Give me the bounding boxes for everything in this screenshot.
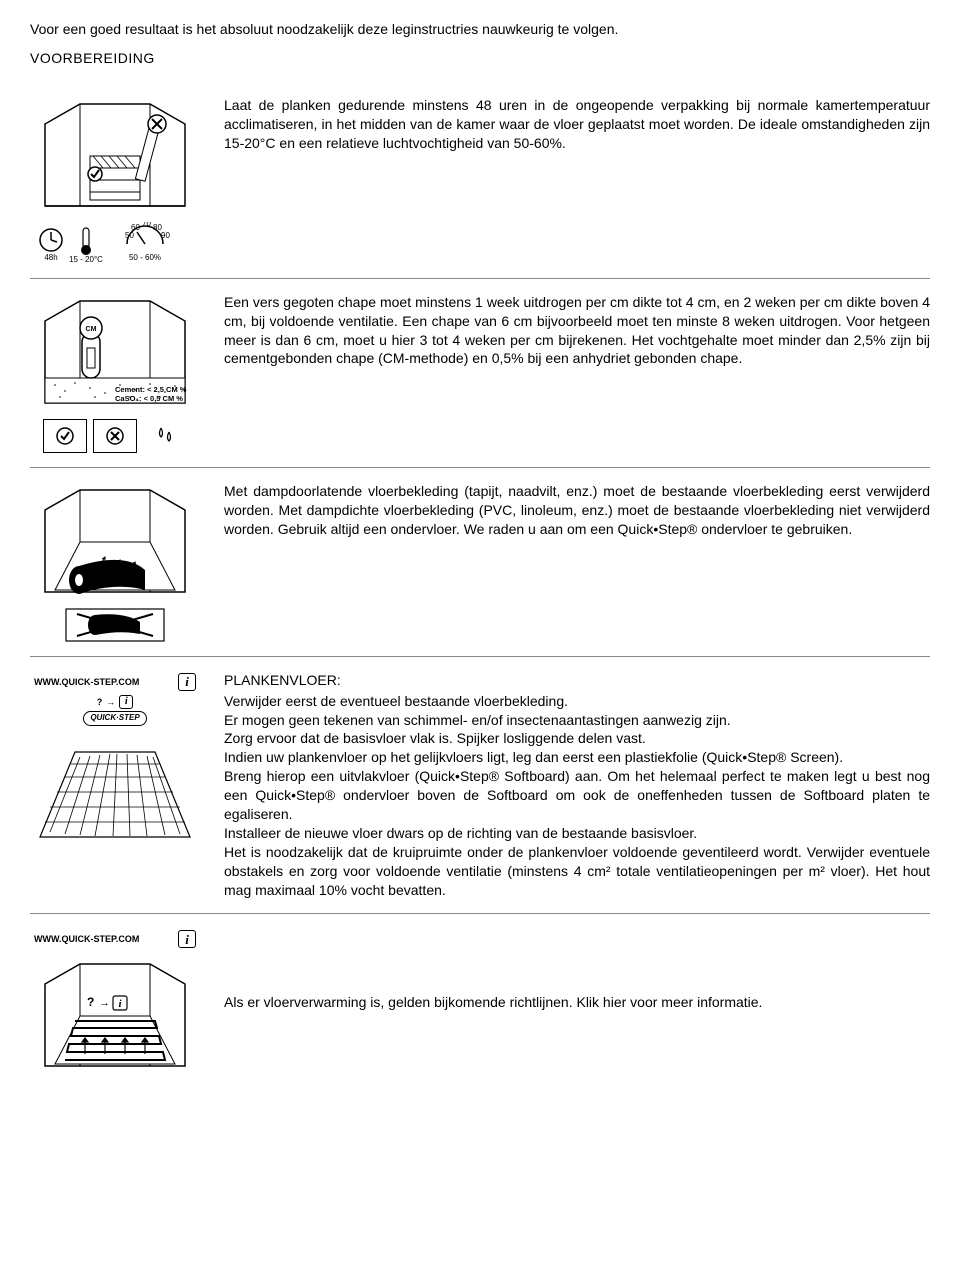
text-acclimatise: Laat de planken gedurende minstens 48 ur… xyxy=(224,96,930,153)
info-icon: i xyxy=(178,930,196,948)
brand-logo: QUICK·STEP xyxy=(83,711,146,726)
caso4-label: CaSO₄: < 0,5 CM % xyxy=(115,394,183,403)
cross-icon xyxy=(93,419,137,453)
svg-text:CM: CM xyxy=(86,326,97,333)
cement-label: Cement: < 2,5 CM % xyxy=(115,385,187,394)
svg-text:60: 60 xyxy=(131,223,140,232)
plankfloor-heading: PLANKENVLOER: xyxy=(224,671,930,690)
svg-text:?: ? xyxy=(87,995,94,1009)
row-heating: WWW.QUICK-STEP.COM i ? → i Als er xyxy=(30,914,930,1090)
icon-underlay xyxy=(30,482,200,642)
label-humidity: 50 - 60% xyxy=(129,253,161,262)
label-temp: 15 - 20°C xyxy=(69,255,103,264)
row-plankfloor: WWW.QUICK-STEP.COM i ?→i QUICK·STEP xyxy=(30,657,930,915)
underlay-roll-icon xyxy=(35,482,195,602)
svg-text:50: 50 xyxy=(125,231,134,240)
section-title: VOORBEREIDING xyxy=(30,49,930,68)
icon-plankfloor: WWW.QUICK-STEP.COM i ?→i QUICK·STEP xyxy=(30,671,200,842)
text-underlay: Met dampdoorlatende vloerbekleding (tapi… xyxy=(224,482,930,539)
floor-heating-icon: ? → i xyxy=(35,956,195,1076)
info-icon: i xyxy=(178,673,196,691)
text-plankfloor: PLANKENVLOER: Verwijder eerst de eventue… xyxy=(224,671,930,900)
icon-chape: CM Cement: < 2,5 CM % CaSO₄: < 0,5 CM % xyxy=(30,293,200,453)
room-boxes-icon xyxy=(35,96,195,216)
svg-text:→: → xyxy=(99,997,110,1009)
check-icon xyxy=(43,419,87,453)
url-label-2: WWW.QUICK-STEP.COM xyxy=(34,933,139,945)
text-chape: Een vers gegoten chape moet minstens 1 w… xyxy=(224,293,930,369)
moisture-meter-icon: CM Cement: < 2,5 CM % CaSO₄: < 0,5 CM % xyxy=(35,293,195,413)
plankfloor-body: Verwijder eerst de eventueel bestaande v… xyxy=(224,692,930,900)
url-label: WWW.QUICK-STEP.COM xyxy=(34,676,139,688)
plank-perspective-icon xyxy=(35,732,195,842)
intro-text: Voor een goed resultaat is het absoluut … xyxy=(30,20,930,39)
svg-text:70: 70 xyxy=(142,222,151,228)
row-chape: CM Cement: < 2,5 CM % CaSO₄: < 0,5 CM % … xyxy=(30,279,930,468)
gauges-icon: 48h 15 - 20°C 50 60 70 80 90 50 - 60% xyxy=(35,222,195,264)
icon-acclimatise: 48h 15 - 20°C 50 60 70 80 90 50 - 60% xyxy=(30,96,200,264)
drops-icon xyxy=(143,419,187,453)
label-48h: 48h xyxy=(44,253,57,262)
no-roll-icon xyxy=(65,608,165,642)
row-underlay: Met dampdoorlatende vloerbekleding (tapi… xyxy=(30,468,930,657)
svg-text:90: 90 xyxy=(161,231,170,240)
text-heating: Als er vloerverwarming is, gelden bijkom… xyxy=(224,993,930,1012)
row-acclimatise: 48h 15 - 20°C 50 60 70 80 90 50 - 60% La… xyxy=(30,82,930,279)
icon-heating: WWW.QUICK-STEP.COM i ? → i xyxy=(30,928,200,1076)
